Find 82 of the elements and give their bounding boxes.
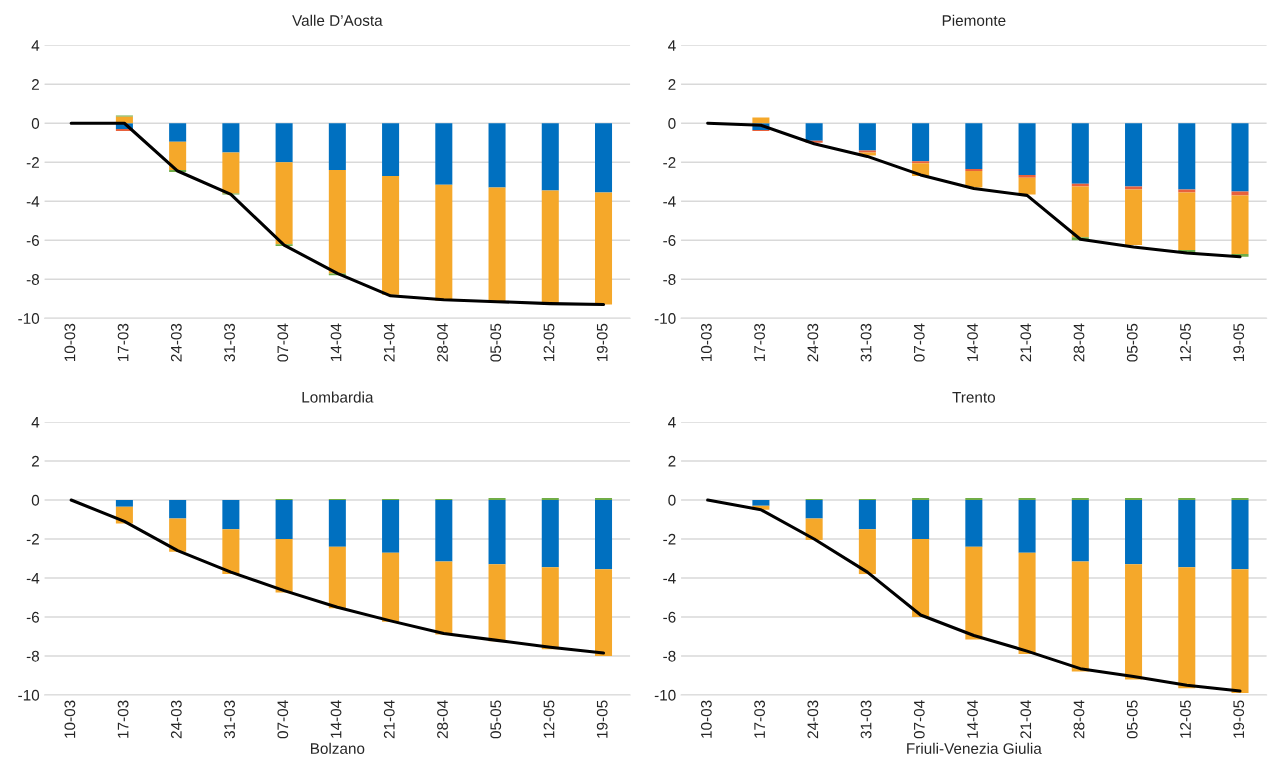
y-tick-label: 0 — [31, 494, 40, 506]
y-tick-label: -6 — [26, 611, 40, 623]
x-tick-label: 10-03 — [64, 323, 76, 362]
x-tick-label: 10-03 — [64, 700, 76, 738]
x-tick-label: 21-04 — [1020, 700, 1032, 739]
y-tick-label: 4 — [668, 40, 676, 51]
text: Friuli-Venezia Giulia — [907, 742, 1042, 754]
x-tick-label: 14-04 — [967, 700, 978, 738]
y-tick-label: -10 — [18, 689, 40, 701]
y-tick-label: 2 — [31, 79, 39, 90]
y-tick-label: 4 — [668, 417, 676, 428]
x-tick-label: 17-03 — [754, 323, 766, 362]
x-tick-label: 07-04 — [277, 323, 289, 362]
x-tick-label: 21-04 — [383, 323, 395, 362]
y-tick-label: -10 — [654, 689, 676, 701]
x-tick-label: 17-03 — [117, 323, 129, 362]
x-tick-label: 07-04 — [913, 700, 925, 739]
x-tick-label: 05-05 — [490, 700, 502, 739]
x-tick-label: 19-05 — [1233, 700, 1245, 738]
y-tick-label: 2 — [668, 79, 676, 90]
x-tick-label: 28-04 — [437, 700, 448, 739]
y-tick-label: -4 — [663, 196, 676, 207]
x-tick-label: 24-03 — [807, 700, 819, 739]
x-tick-label: 31-03 — [860, 323, 872, 362]
y-tick-label: -2 — [663, 533, 676, 545]
x-tick-label: 28-04 — [1073, 323, 1085, 362]
y-tick-label: -6 — [26, 235, 40, 246]
y-tick-label: 2 — [31, 455, 39, 467]
x-tick-label: 28-04 — [1073, 700, 1085, 739]
y-tick-label: -10 — [654, 313, 676, 324]
y-tick-label: 0 — [31, 118, 40, 129]
x-tick-label: 17-03 — [754, 700, 766, 738]
y-tick-label: -8 — [26, 274, 40, 285]
x-tick-label: 12-05 — [543, 700, 555, 738]
x-tick-label: 07-04 — [277, 700, 289, 739]
x-tick-label: 14-04 — [330, 700, 342, 738]
x-tick-label: 21-04 — [1020, 323, 1032, 362]
x-tick-label: 31-03 — [224, 700, 235, 739]
x-tick-label: 14-04 — [330, 323, 342, 362]
y-tick-label: -8 — [663, 274, 676, 285]
y-tick-label: -4 — [26, 196, 40, 207]
x-tick-label: 17-03 — [117, 700, 129, 738]
x-tick-label: 31-03 — [224, 323, 235, 362]
x-tick-label: 21-04 — [383, 700, 395, 739]
y-tick-label: -6 — [663, 611, 676, 623]
x-tick-label: 19-05 — [596, 700, 608, 738]
x-tick-label: 19-05 — [1233, 323, 1245, 362]
x-tick-label: 10-03 — [700, 700, 712, 738]
x-tick-label: 12-05 — [1180, 700, 1191, 738]
x-tick-label: 10-03 — [700, 323, 712, 362]
x-tick-label: 05-05 — [490, 323, 502, 362]
y-tick-label: -8 — [663, 650, 676, 662]
x-tick-label: 12-05 — [543, 323, 555, 362]
x-tick-label: 12-05 — [1180, 323, 1191, 362]
y-tick-label: -8 — [26, 650, 40, 662]
y-tick-label: -2 — [663, 157, 676, 168]
y-tick-label: -10 — [18, 313, 40, 324]
chart-title: Valle D’Aosta — [292, 14, 383, 26]
x-tick-label: 07-04 — [913, 323, 925, 362]
y-tick-label: 0 — [668, 494, 676, 506]
x-tick-label: 24-03 — [170, 323, 182, 362]
y-tick-label: 2 — [668, 455, 676, 467]
chart-title: Piemonte — [942, 14, 1006, 26]
x-tick-label: 19-05 — [596, 323, 608, 362]
y-tick-label: -6 — [663, 235, 676, 246]
x-tick-label: 24-03 — [170, 700, 182, 739]
chart-title: Lombardia — [302, 391, 374, 403]
y-tick-label: -4 — [26, 573, 40, 584]
y-tick-label: 4 — [31, 40, 40, 51]
y-tick-label: -2 — [26, 533, 39, 545]
chart-title: Trento — [952, 392, 995, 403]
x-tick-label: 28-04 — [437, 323, 448, 362]
x-tick-label: 24-03 — [807, 323, 819, 362]
text: Bolzano — [310, 742, 365, 754]
y-tick-label: -2 — [26, 157, 39, 168]
y-tick-label: -4 — [663, 573, 676, 584]
x-tick-label: 31-03 — [860, 700, 872, 739]
y-tick-label: 4 — [31, 417, 40, 428]
y-tick-label: 0 — [668, 118, 676, 129]
x-tick-label: 05-05 — [1126, 323, 1138, 362]
x-tick-label: 14-04 — [967, 323, 978, 362]
x-tick-label: 05-05 — [1126, 700, 1138, 739]
